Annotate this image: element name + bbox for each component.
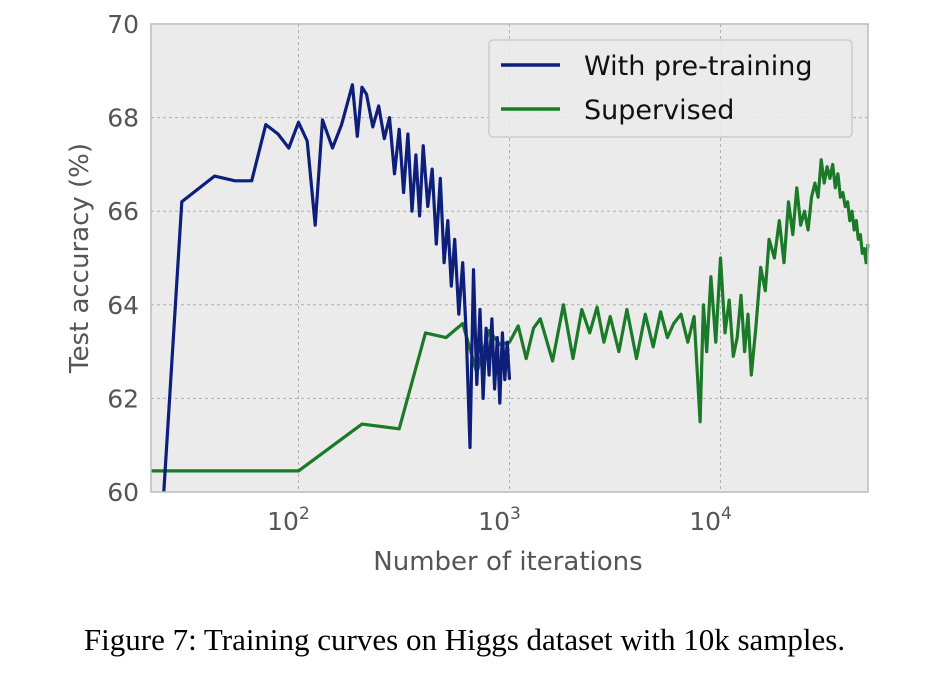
series-line-supervised <box>151 158 870 473</box>
y-tick-label: 62 <box>107 384 139 413</box>
series-line-with-pre-training <box>162 83 512 493</box>
y-tick-label: 70 <box>107 10 139 39</box>
x-axis-ticks: 102 103 104 <box>267 504 732 536</box>
x-tick-label: 103 <box>478 504 521 536</box>
x-tick-label: 104 <box>689 504 732 536</box>
legend-box <box>488 39 853 138</box>
y-tick-label: 64 <box>107 291 139 320</box>
y-tick-label: 66 <box>107 197 139 226</box>
figure-caption: Figure 7: Training curves on Higgs datas… <box>83 622 846 657</box>
y-tick-label: 60 <box>107 478 139 507</box>
x-tick-label: 102 <box>267 504 310 536</box>
y-axis-ticks: 60 62 64 66 68 70 <box>107 10 139 507</box>
legend-label-supervised: Supervised <box>584 95 734 126</box>
x-axis-label: Number of iterations <box>373 547 642 577</box>
legend: With pre-training Supervised <box>488 39 853 138</box>
y-axis-label: Test accuracy (%) <box>65 143 95 374</box>
series-layer <box>151 83 870 493</box>
y-tick-label: 68 <box>107 104 139 133</box>
plot-frame <box>150 23 869 493</box>
legend-label-with-pre-training: With pre-training <box>584 51 813 82</box>
